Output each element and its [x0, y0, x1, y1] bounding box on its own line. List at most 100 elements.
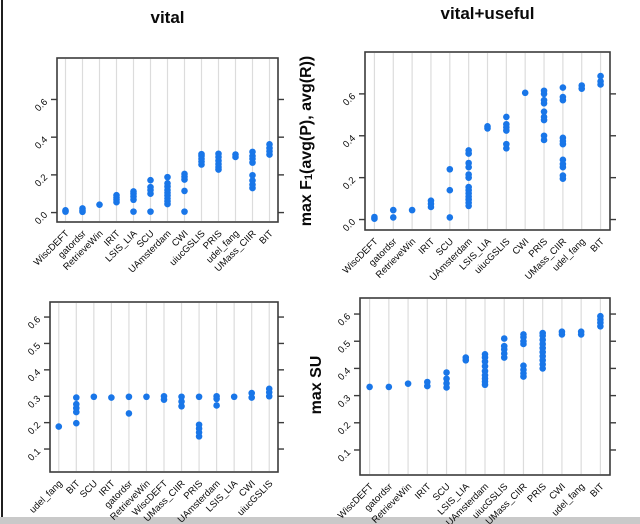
data-point — [385, 383, 393, 391]
data-point — [578, 82, 586, 89]
data-point — [249, 148, 256, 156]
data-point — [481, 367, 489, 375]
y-tick-label: 0.4 — [341, 133, 358, 150]
data-point — [195, 421, 203, 429]
data-point — [404, 380, 412, 387]
data-point — [389, 214, 397, 221]
data-point — [503, 140, 510, 148]
data-point — [198, 150, 205, 158]
data-point — [481, 350, 489, 358]
y-tick-label: 0.3 — [336, 393, 353, 410]
data-point — [540, 87, 548, 95]
y-tick-label: 0.0 — [341, 217, 358, 234]
data-point — [462, 354, 470, 361]
data-point — [559, 172, 567, 179]
y-tick-label: 0.4 — [336, 366, 353, 383]
data-point — [559, 93, 567, 101]
data-point — [443, 375, 450, 383]
data-point — [249, 177, 256, 184]
data-point — [125, 393, 133, 401]
data-point — [108, 394, 115, 401]
x-category-label: IRIT — [413, 481, 434, 502]
data-point — [366, 383, 373, 391]
data-point — [90, 393, 98, 401]
data-point — [266, 141, 273, 148]
data-point — [559, 156, 567, 164]
data-point — [465, 147, 472, 154]
panel-frame — [49, 301, 279, 473]
panel-frame — [364, 51, 611, 231]
data-point — [443, 369, 450, 376]
data-point — [73, 419, 80, 427]
window-bottom-edge — [0, 517, 640, 524]
data-point — [113, 191, 120, 199]
panel-title-vital: vital — [150, 8, 185, 27]
data-point — [215, 150, 222, 158]
data-point — [443, 380, 450, 387]
y-tick-label: 0.5 — [26, 341, 43, 358]
data-point — [164, 173, 171, 181]
data-point — [147, 183, 154, 191]
y-tick-label: 0.2 — [33, 172, 50, 189]
y-tick-label: 0.5 — [336, 339, 353, 356]
data-point — [500, 342, 508, 350]
y-tick-label: 0.1 — [26, 446, 43, 463]
y-tick-label: 0.6 — [26, 314, 43, 331]
x-category-label: SCU — [78, 478, 100, 500]
data-point — [147, 176, 154, 184]
y-tick-label: 0.2 — [336, 420, 353, 437]
data-point — [481, 362, 489, 370]
data-point — [503, 113, 510, 121]
data-point — [249, 171, 256, 179]
y-tick-label: 0.2 — [26, 420, 43, 437]
data-point — [597, 312, 604, 320]
y-tick-label: 0.3 — [26, 394, 43, 411]
y-tick-label: 0.0 — [33, 210, 50, 227]
data-point — [540, 108, 548, 115]
data-point — [181, 208, 188, 215]
data-point — [265, 385, 273, 393]
data-point — [465, 171, 472, 178]
data-point — [521, 89, 529, 97]
panel-frame — [56, 57, 279, 223]
data-point — [232, 151, 239, 158]
data-point — [539, 329, 546, 337]
data-point — [248, 389, 255, 397]
data-point — [73, 394, 80, 401]
data-point — [143, 393, 150, 401]
data-point — [540, 113, 548, 121]
data-point — [181, 187, 188, 195]
data-point — [577, 328, 585, 336]
x-category-label: BIT — [257, 228, 275, 246]
data-point — [446, 214, 454, 221]
x-category-label: IRIT — [417, 236, 438, 257]
y-tick-label: 0.6 — [33, 97, 50, 114]
data-point — [164, 180, 171, 187]
data-point — [540, 132, 548, 140]
data-point — [427, 197, 435, 204]
data-point — [195, 393, 203, 401]
data-point — [520, 331, 527, 338]
data-point — [178, 398, 185, 405]
data-point — [389, 206, 397, 214]
data-point — [181, 170, 188, 178]
data-point — [484, 123, 491, 130]
panel-bottom-right: 0.10.20.30.40.50.6WiscDEFTgatordsrRetrie… — [336, 297, 616, 524]
panel-frame — [359, 297, 611, 476]
x-category-label: BIT — [588, 481, 606, 499]
data-point — [147, 208, 154, 215]
data-point — [62, 207, 69, 214]
data-point — [73, 400, 80, 408]
panel-title-vital-useful: vital+useful — [440, 4, 535, 23]
panel-top-right: 0.00.20.40.6WiscDEFTgatordsrRetrieveWinI… — [341, 51, 616, 283]
data-point — [213, 402, 220, 409]
data-point — [500, 335, 508, 342]
data-point — [540, 96, 548, 104]
data-point — [446, 165, 454, 173]
panel-top-left: 0.00.20.40.6WiscDEFTgatordsrRetrieveWinI… — [32, 57, 284, 275]
data-point — [230, 393, 238, 401]
y-tick-label: 0.1 — [336, 447, 353, 464]
data-point — [559, 84, 567, 91]
